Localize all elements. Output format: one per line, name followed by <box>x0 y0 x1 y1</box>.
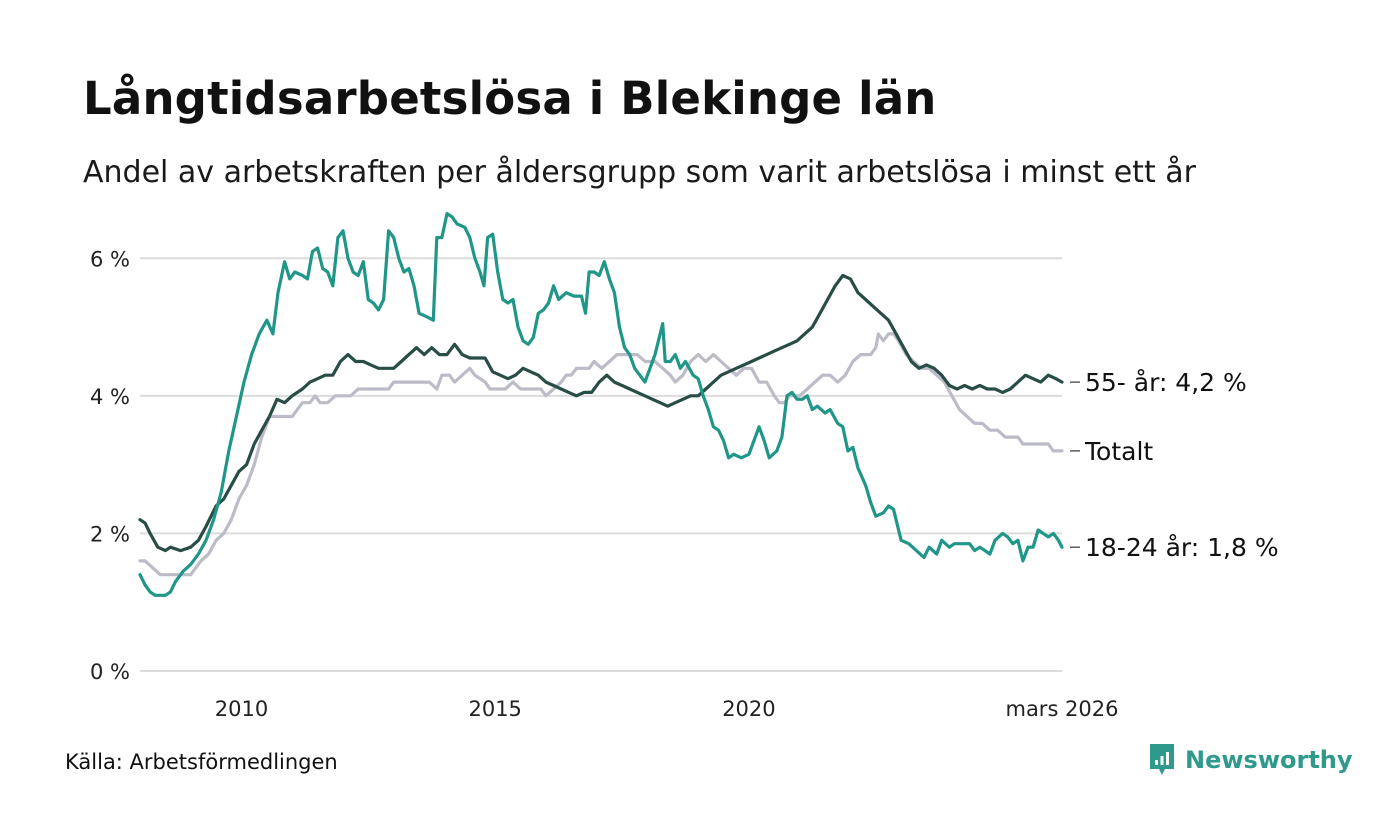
chart-subtitle: Andel av arbetskraften per åldersgrupp s… <box>83 155 1196 190</box>
series-line-total <box>138 332 1064 577</box>
x-tick-label: 2010 <box>215 697 268 721</box>
series-end-labels: 55- år: 4,2 % Totalt 18-24 år: 1,8 % <box>1070 368 1279 562</box>
brand-name: Newsworthy <box>1185 746 1353 774</box>
y-tick-label: 2 % <box>90 522 130 546</box>
gridlines <box>140 257 1062 672</box>
y-tick-label: 6 % <box>90 247 130 271</box>
end-label-age-55: 55- år: 4,2 % <box>1085 368 1247 397</box>
series-line-age-18-24 <box>138 212 1064 597</box>
y-tick-label: 0 % <box>90 660 130 684</box>
y-axis-ticks: 0 % 2 % 4 % 6 % <box>90 247 130 684</box>
x-tick-label: 2015 <box>468 697 521 721</box>
end-label-total: Totalt <box>1084 437 1153 466</box>
end-label-age-18-24: 18-24 år: 1,8 % <box>1085 533 1279 562</box>
series-lines <box>138 212 1064 597</box>
y-tick-label: 4 % <box>90 385 130 409</box>
x-axis-ticks: 2010 2015 2020 mars 2026 <box>215 697 1119 721</box>
x-tick-label: mars 2026 <box>1005 697 1118 721</box>
newsworthy-logo-icon <box>1150 744 1174 775</box>
source-credit: Källa: Arbetsförmedlingen <box>65 750 338 774</box>
series-line-age-55 <box>138 273 1064 553</box>
brand-logo: Newsworthy <box>1148 742 1353 778</box>
x-tick-label: 2020 <box>722 697 775 721</box>
chart-title: Långtidsarbetslösa i Blekinge län <box>83 72 937 125</box>
